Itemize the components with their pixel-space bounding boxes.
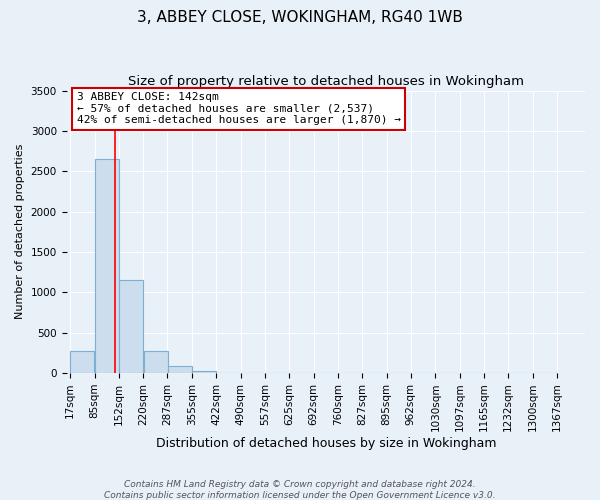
Text: Contains HM Land Registry data © Crown copyright and database right 2024.
Contai: Contains HM Land Registry data © Crown c… (104, 480, 496, 500)
Title: Size of property relative to detached houses in Wokingham: Size of property relative to detached ho… (128, 75, 524, 88)
Bar (143, 351, 167, 373)
Bar (192, 370, 217, 373)
Text: 3, ABBEY CLOSE, WOKINGHAM, RG40 1WB: 3, ABBEY CLOSE, WOKINGHAM, RG40 1WB (137, 10, 463, 25)
Text: 3 ABBEY CLOSE: 142sqm
← 57% of detached houses are smaller (2,537)
42% of semi-d: 3 ABBEY CLOSE: 142sqm ← 57% of detached … (77, 92, 401, 126)
Y-axis label: Number of detached properties: Number of detached properties (15, 144, 25, 320)
Bar (119, 280, 143, 373)
Bar (95, 159, 119, 373)
Bar (167, 366, 192, 373)
X-axis label: Distribution of detached houses by size in Wokingham: Distribution of detached houses by size … (155, 437, 496, 450)
Bar (70, 351, 94, 373)
